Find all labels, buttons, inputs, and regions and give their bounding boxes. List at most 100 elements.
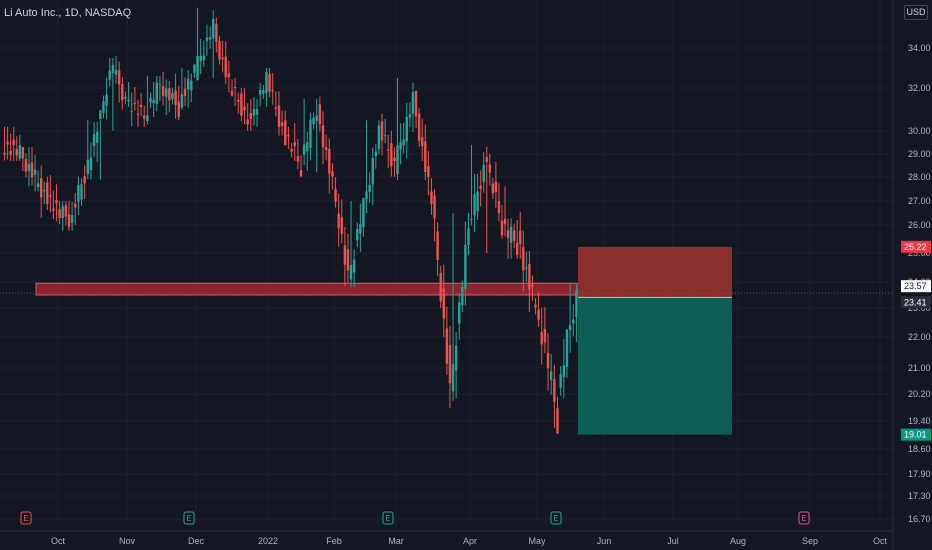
reward-area[interactable] xyxy=(578,297,732,435)
candle-body xyxy=(102,101,105,113)
candle-body xyxy=(565,329,569,367)
candle-body xyxy=(346,249,350,271)
candle-body xyxy=(227,73,231,78)
earnings-marker-icon xyxy=(798,511,810,525)
candle-body xyxy=(349,265,353,280)
candle-body xyxy=(387,149,390,151)
candle-body xyxy=(139,104,143,108)
candle-body xyxy=(528,263,531,290)
candle-body xyxy=(255,109,259,115)
candle-body xyxy=(473,194,476,216)
candle-body xyxy=(368,185,371,192)
time-tick-label: 2022 xyxy=(258,536,278,546)
candle-body xyxy=(485,157,488,163)
candle-body xyxy=(277,105,281,128)
candle-body xyxy=(80,184,83,200)
candle-body xyxy=(497,201,501,214)
candle-body xyxy=(531,285,534,287)
candle-body xyxy=(274,107,278,109)
candle-body xyxy=(458,302,461,324)
candle-body xyxy=(408,114,412,118)
candle-body xyxy=(427,166,430,178)
candle-body xyxy=(121,84,124,101)
candle-body xyxy=(58,209,61,218)
time-tick-label: Aug xyxy=(730,536,746,546)
candle-body xyxy=(124,96,127,99)
candle-body xyxy=(454,345,458,371)
candle-body xyxy=(271,90,274,92)
price-tick-label: 28.00 xyxy=(908,172,931,182)
candle-body xyxy=(509,226,513,243)
target-price-label-box xyxy=(901,428,931,441)
candle-body xyxy=(15,148,18,156)
candle-body xyxy=(461,287,464,306)
candle-body xyxy=(67,214,71,227)
candle-body xyxy=(488,164,491,173)
candle-body xyxy=(516,243,519,256)
candle-body xyxy=(343,245,347,265)
earnings-marker-letter: E xyxy=(385,514,390,523)
candle-body xyxy=(549,371,553,380)
candle-body xyxy=(464,244,467,289)
candle-body xyxy=(377,125,381,149)
candle-body xyxy=(224,56,227,78)
candle-body xyxy=(417,113,421,141)
price-tick-label: 22.00 xyxy=(908,332,931,342)
candle-body xyxy=(262,90,265,94)
candle-body xyxy=(512,230,516,241)
candle-body xyxy=(365,191,368,200)
candle-body xyxy=(414,90,418,117)
candle-body xyxy=(265,72,268,93)
time-axis[interactable]: Oct Nov Dec 2022 Feb Mar Apr May Jun Jul Aug Sep Oct xyxy=(0,530,893,546)
candle-body xyxy=(421,137,424,147)
short-position-tool[interactable] xyxy=(578,246,732,435)
candle-body xyxy=(302,144,306,155)
candle-body xyxy=(331,171,334,177)
candle-body xyxy=(233,86,237,88)
candle-body xyxy=(448,345,452,384)
price-tick-label: 17.90 xyxy=(908,469,931,479)
candle-body xyxy=(268,74,271,92)
candle-body xyxy=(575,290,578,317)
candle-body xyxy=(439,272,442,302)
candle-body xyxy=(482,164,485,182)
candle-body xyxy=(479,185,482,189)
candle-body xyxy=(506,230,510,239)
candle-body xyxy=(130,111,133,113)
earnings-marker-icon xyxy=(382,511,394,525)
price-tick-label: 16.70 xyxy=(908,514,931,524)
candle-body xyxy=(293,142,296,147)
currency-button[interactable]: USD xyxy=(904,5,928,20)
candle-body xyxy=(470,218,473,220)
time-tick-label: Oct xyxy=(873,536,888,546)
candle-body xyxy=(390,143,393,167)
candle-body xyxy=(374,151,378,157)
time-tick-label: Nov xyxy=(119,536,136,546)
candle-body xyxy=(445,328,449,364)
candle-body xyxy=(171,92,174,100)
risk-area[interactable] xyxy=(578,246,732,298)
price-labels: 25.22 23.57 23.41 19.01 xyxy=(901,240,931,441)
candle-body xyxy=(340,217,343,234)
entry-price-label-box xyxy=(901,296,931,309)
price-tick-label: 25.00 xyxy=(908,248,931,258)
candle-body xyxy=(556,408,559,434)
candle-body xyxy=(442,288,445,319)
candle-body xyxy=(280,122,284,127)
candle-body xyxy=(196,56,199,81)
time-tick-label: Dec xyxy=(188,536,205,546)
symbol-title-text: Li Auto Inc., 1D, NASDAQ xyxy=(4,7,132,19)
candle-body xyxy=(155,82,158,104)
candle-body xyxy=(86,159,89,174)
candle-body xyxy=(399,142,402,150)
candle-body xyxy=(61,206,64,218)
candle-body xyxy=(362,197,365,227)
candle-body xyxy=(202,55,206,60)
candle-body xyxy=(33,169,37,175)
candle-body xyxy=(568,324,572,331)
candle-body xyxy=(540,332,543,345)
symbol-title[interactable]: Li Auto Inc., 1D, NASDAQ xyxy=(4,7,131,19)
